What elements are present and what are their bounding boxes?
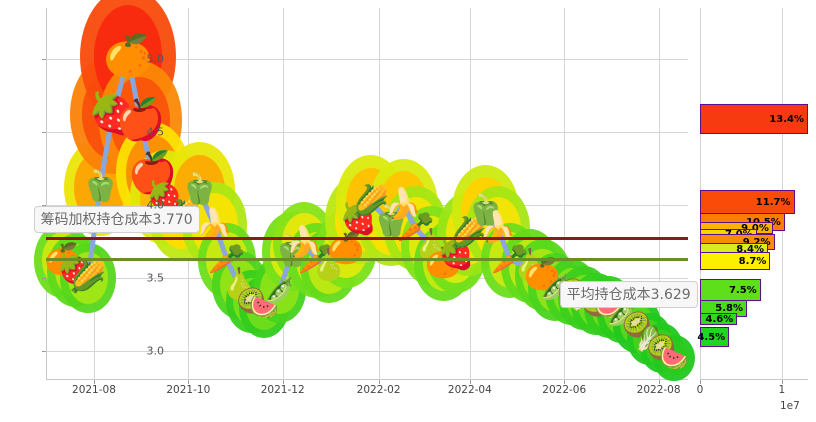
price-marker-fruit-icon: 🍊 — [523, 256, 562, 292]
x-axis-tick-label: 2022-08 — [636, 384, 681, 396]
price-marker-fruit-icon: 🥝 — [621, 310, 652, 339]
y-axis-tick-mark — [42, 277, 46, 279]
price-marker-fruit-icon: 🫑 — [180, 172, 218, 208]
histogram-x-tick-mark — [781, 380, 783, 384]
price-marker-fruit-icon: 🥝 — [236, 287, 267, 316]
price-marker-fruit-icon: 🌽 — [69, 259, 107, 295]
x-axis-tick-label: 2022-04 — [447, 384, 492, 396]
price-marker-fruit-icon: 🌽 — [449, 216, 487, 252]
histogram-bar-value-label: 8.7% — [738, 255, 767, 267]
price-marker-fruit-icon: 🍐 — [511, 248, 549, 284]
x-axis-tick-label: 2021-10 — [166, 384, 211, 396]
price-marker-fruit-icon: 🫑 — [273, 233, 311, 269]
price-marker-fruit-icon: 🍌 — [285, 224, 324, 260]
x-axis-tick-mark — [564, 380, 566, 384]
x-axis-tick-mark — [469, 380, 471, 384]
average-cost-reference-line — [46, 258, 688, 261]
gridline-vertical — [282, 8, 284, 380]
x-axis-tick-mark — [658, 380, 660, 384]
plot-area-border — [46, 8, 688, 380]
y-axis-tick-label: 5.0 — [146, 52, 165, 66]
gridline-vertical — [564, 8, 566, 380]
average-cost-label: 平均持仓成本3.629 — [559, 281, 698, 309]
gridline-horizontal — [46, 277, 688, 279]
price-marker-fruit-icon: 🍎 — [127, 149, 178, 196]
gridline-vertical — [658, 8, 660, 380]
price-marker-fruit-icon: 🥬 — [634, 325, 665, 354]
y-axis-tick-mark — [42, 204, 46, 206]
price-marker-fruit-icon: 🍐 — [310, 248, 348, 284]
histogram-x-tick-label: 1 — [778, 384, 786, 396]
x-axis-tick-label: 2021-12 — [260, 384, 305, 396]
price-marker-fruit-icon: 🍓 — [87, 91, 138, 138]
price-chart-panel: 🍊🍓🌽🫑🍓🍊🍎🍎🍓🌽🫑🍌🥕🍐🥝🍉🫛🫑🍌🥕🍐🍊🍓🌽🫑🍌🥕🍐🍊🍓🌽🫑🍌🥕🍐🍊🫛🥝🥬🥝… — [33, 0, 698, 382]
histogram-exponent-label: 1e7 — [780, 400, 800, 412]
weighted-cost-label: 筹码加权持仓成本3.770 — [33, 206, 200, 234]
histogram-x-tick-mark — [700, 380, 701, 384]
histogram-bar: 11.7% — [700, 190, 795, 214]
histogram-bar: 4.5% — [697, 327, 730, 347]
price-marker-fruit-icon: 🥝 — [646, 333, 677, 362]
histogram-x-tick-label: 0 — [696, 384, 704, 396]
price-marker-fruit-icon: 🍐 — [220, 267, 259, 303]
weighted-cost-reference-line — [46, 237, 688, 240]
y-axis-tick-mark — [42, 350, 46, 352]
x-axis-tick-mark — [188, 380, 190, 384]
price-marker-fruit-icon: 🍊 — [424, 245, 463, 281]
histogram-bar-value-label: 7.5% — [728, 284, 757, 296]
price-marker-fruit-icon: 🫑 — [81, 169, 119, 205]
y-axis-tick-label: 4.5 — [146, 125, 165, 139]
price-marker-fruit-icon: 🍌 — [384, 186, 423, 222]
price-marker-fruit-icon: 🍉 — [659, 344, 690, 373]
price-marker-fruit-icon: 🫛 — [264, 275, 295, 304]
price-marker-fruit-icon: 🍊 — [103, 33, 153, 80]
histogram-bar: 8.7% — [700, 252, 771, 270]
y-axis-tick-mark — [42, 59, 46, 61]
x-axis-tick-label: 2022-02 — [356, 384, 401, 396]
x-axis-tick-label: 2022-06 — [542, 384, 587, 396]
chip-histogram-panel: 13.4%11.7%10.5%9.0%7.0%9.2%8.4%8.7%7.5%5… — [697, 8, 808, 380]
y-axis-tick-label: 3.5 — [146, 271, 165, 285]
price-marker-fruit-icon: 🍉 — [249, 293, 280, 322]
price-marker-fruit-icon: 🍐 — [412, 227, 450, 263]
gridline-horizontal — [46, 59, 688, 61]
histogram-bar-value-label: 4.5% — [697, 331, 726, 343]
gridline-horizontal — [46, 132, 688, 133]
price-marker-fruit-icon: 🫑 — [466, 192, 505, 228]
price-marker-fruit-icon: 🌽 — [352, 184, 390, 220]
y-axis-tick-label: 3.0 — [146, 344, 165, 358]
x-axis-tick-mark — [282, 380, 284, 384]
price-marker-fruit-icon: 🍓 — [339, 201, 378, 237]
price-marker-fruit-icon: 🫑 — [372, 204, 410, 240]
y-axis-tick-mark — [42, 132, 46, 133]
gridline-horizontal — [46, 350, 688, 352]
x-axis-tick-label: 2021-08 — [72, 384, 116, 396]
histogram-bar-value-label: 13.4% — [769, 113, 804, 125]
price-marker-fruit-icon: 🍌 — [195, 207, 234, 243]
x-axis-tick-mark — [378, 380, 380, 384]
y-axis-tick-label: 4.0 — [146, 198, 165, 212]
price-marker-fruit-icon: 🍓 — [437, 236, 475, 272]
histogram-bar-value-label: 4.6% — [705, 313, 734, 325]
histogram-bar: 7.5% — [700, 279, 761, 301]
histogram-bar-value-label: 8.4% — [736, 243, 765, 255]
histogram-bar-value-label: 11.7% — [755, 196, 791, 208]
histogram-bar-value-label: 9.0% — [741, 222, 769, 234]
histogram-bar: 13.4% — [700, 104, 808, 134]
histogram-bar-value-label: 9.2% — [742, 236, 771, 248]
x-axis-tick-mark — [93, 380, 95, 384]
price-marker-fruit-icon: 🍎 — [115, 97, 166, 144]
histogram-bar-value-label: 5.8% — [715, 303, 743, 314]
histogram-bar: 4.6% — [700, 313, 738, 325]
